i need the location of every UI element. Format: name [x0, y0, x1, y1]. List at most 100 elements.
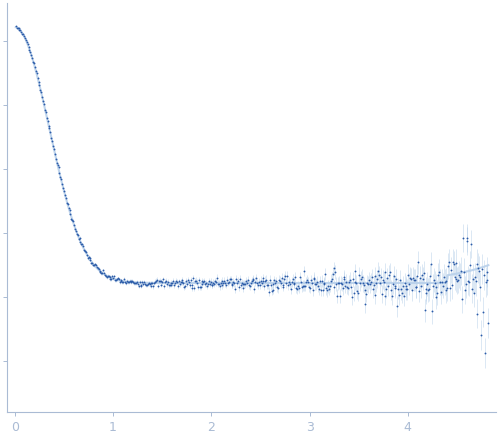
Point [16, 27, 24, 34]
Point [311, 281, 319, 288]
Point [319, 280, 327, 287]
Point [279, 281, 287, 288]
Point [257, 280, 265, 287]
Point [191, 278, 199, 285]
Point [266, 276, 274, 283]
Point [86, 256, 94, 263]
Point [208, 281, 216, 288]
Point [383, 274, 391, 281]
Point [17, 28, 25, 35]
Point [278, 283, 286, 290]
Point [382, 285, 390, 292]
Point [393, 303, 401, 310]
Point [44, 118, 52, 125]
Point [381, 292, 389, 299]
Point [267, 288, 275, 295]
Point [360, 281, 368, 288]
Point [364, 281, 372, 288]
Point [395, 291, 403, 298]
Point [344, 284, 352, 291]
Point [58, 180, 66, 187]
Point [441, 278, 449, 285]
Point [183, 280, 191, 287]
Point [201, 281, 209, 288]
Point [259, 277, 267, 284]
Point [346, 276, 354, 283]
Point [264, 281, 272, 288]
Point [419, 275, 427, 282]
Point [118, 278, 126, 285]
Point [377, 274, 385, 281]
Point [57, 175, 65, 182]
Point [108, 273, 116, 280]
Point [389, 281, 397, 288]
Point [69, 217, 77, 224]
Point [177, 278, 185, 285]
Point [305, 284, 313, 291]
Point [340, 276, 348, 283]
Point [79, 242, 87, 249]
Point [245, 281, 253, 288]
Point [113, 276, 121, 283]
Point [289, 280, 297, 287]
Point [174, 282, 182, 289]
Point [51, 151, 59, 158]
Point [413, 284, 421, 291]
Point [276, 277, 284, 284]
Point [241, 280, 249, 287]
Point [482, 278, 490, 285]
Point [283, 273, 291, 280]
Point [323, 287, 331, 294]
Point [274, 284, 282, 291]
Point [59, 184, 67, 191]
Point [348, 294, 356, 301]
Point [261, 277, 269, 284]
Point [417, 283, 425, 290]
Point [85, 254, 93, 261]
Point [68, 216, 76, 223]
Point [414, 259, 422, 266]
Point [156, 277, 164, 284]
Point [480, 272, 488, 279]
Point [98, 270, 106, 277]
Point [396, 277, 404, 284]
Point [25, 46, 33, 53]
Point [471, 274, 479, 281]
Point [405, 281, 413, 288]
Point [384, 283, 392, 290]
Point [199, 277, 207, 284]
Point [326, 283, 334, 290]
Point [350, 290, 358, 297]
Point [343, 284, 351, 291]
Point [429, 283, 437, 290]
Point [273, 284, 281, 291]
Point [91, 261, 99, 268]
Point [329, 284, 337, 291]
Point [467, 241, 475, 248]
Point [103, 274, 111, 281]
Point [106, 276, 114, 283]
Point [30, 60, 38, 67]
Point [354, 289, 362, 296]
Point [329, 271, 337, 277]
Point [124, 278, 132, 285]
Point [313, 278, 321, 285]
Point [171, 280, 179, 287]
Point [426, 273, 434, 280]
Point [466, 262, 474, 269]
Point [408, 287, 416, 294]
Point [421, 307, 429, 314]
Point [392, 275, 400, 282]
Point [188, 281, 196, 288]
Point [454, 276, 462, 283]
Point [117, 277, 125, 284]
Point [288, 278, 296, 285]
Point [403, 286, 411, 293]
Point [302, 278, 310, 285]
Point [356, 280, 364, 287]
Point [287, 286, 295, 293]
Point [327, 277, 335, 284]
Point [162, 277, 170, 284]
Point [272, 277, 280, 284]
Point [252, 274, 260, 281]
